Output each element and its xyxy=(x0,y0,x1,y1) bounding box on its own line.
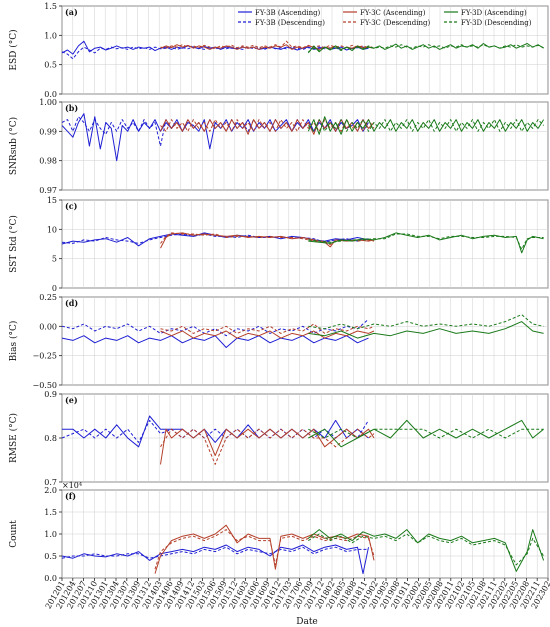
series-line-fy3b-desc xyxy=(61,233,369,244)
y-tick-label: 0.0 xyxy=(44,574,57,583)
series-line-fy3d-desc xyxy=(308,314,544,330)
y-tick-label: 1.5 xyxy=(44,2,57,11)
panel-label: (c) xyxy=(65,201,78,211)
panel-label: (d) xyxy=(65,298,78,308)
legend-label-fy3c-asc: FY-3C (Ascending) xyxy=(360,9,426,17)
y-axis-label: SNRsub (°C) xyxy=(8,117,19,175)
legend-label-fy3d-desc: FY-3D (Descending) xyxy=(461,19,532,27)
series-line-fy3d-asc xyxy=(307,43,544,54)
series-line-fy3c-desc xyxy=(160,323,375,334)
y-axis-label: Count xyxy=(9,520,19,548)
panel-b: 0.97 0.98 0.99 1.00 (b) SNRsub (°C) xyxy=(8,98,549,195)
series-line-fy3d-asc xyxy=(308,419,544,448)
series-line-fy3c-desc xyxy=(160,40,375,49)
y-tick-label: 0.5 xyxy=(44,552,57,561)
series-line-fy3b-desc xyxy=(61,46,369,60)
scale-label: ×10⁴ xyxy=(62,481,82,490)
legend-label-fy3c-desc: FY-3C (Descending) xyxy=(360,19,430,27)
y-tick-label: 0.9 xyxy=(44,390,57,399)
y-tick-label: −0.25 xyxy=(32,352,57,361)
panel-label: (f) xyxy=(65,491,76,501)
y-tick-label: 0.99 xyxy=(39,127,57,136)
series-line-fy3d-desc xyxy=(307,119,544,132)
legend-label-fy3b-asc: FY-3B (Ascending) xyxy=(255,9,321,17)
panel-frame xyxy=(61,199,549,289)
y-tick-label: 0.00 xyxy=(39,322,57,331)
legend: FY-3B (Ascending) FY-3C (Ascending) FY-3D … xyxy=(238,9,532,27)
y-tick-label: 0.98 xyxy=(39,157,57,166)
panels: 0.00.51.01.5(a)ESD (°C)0.970.980.991.00(… xyxy=(8,2,550,610)
y-tick-label: 5 xyxy=(52,255,57,264)
panel-c: 0 5 10 15 (c) SST Std (°C) xyxy=(8,196,549,293)
series-line-fy3d-desc xyxy=(308,428,544,439)
y-tick-label: 0.5 xyxy=(44,61,57,70)
series-line-fy3c-desc xyxy=(160,428,375,465)
legend-label-fy3d-asc: FY-3D (Ascending) xyxy=(461,9,527,17)
y-axis-label: SST Std (°C) xyxy=(8,215,19,273)
panel-label: (a) xyxy=(65,7,78,17)
series-line-fy3c-asc xyxy=(160,119,375,135)
series-line-fy3d-desc xyxy=(308,44,544,53)
y-tick-label: 0.7 xyxy=(44,478,57,487)
y-tick-label: 1.0 xyxy=(44,31,57,40)
y-tick-label: 1.5 xyxy=(44,508,57,517)
panel-f: 0.0 0.5 1.0 1.5 2.0 (f) Count ×10⁴ xyxy=(9,481,549,583)
legend-label-fy3b-desc: FY-3B (Descending) xyxy=(255,19,325,27)
y-tick-label: 0.97 xyxy=(39,186,57,195)
y-tick-label: 2.0 xyxy=(44,486,57,495)
panel-a: 0.0 0.5 1.0 1.5 (a) ESD (°C) xyxy=(8,2,549,99)
panel-label: (e) xyxy=(65,395,78,405)
y-tick-label: 1.0 xyxy=(44,530,57,539)
panel-frame xyxy=(61,296,549,386)
series-line-fy3d-asc xyxy=(307,116,545,135)
series-line-fy3c-desc xyxy=(160,119,375,132)
y-tick-label: 0 xyxy=(52,284,57,293)
y-tick-label: −0.50 xyxy=(32,381,57,390)
x-axis-label: Date xyxy=(296,617,318,627)
series-line-fy3b-desc xyxy=(61,546,369,559)
series-line-fy3b-desc xyxy=(61,318,369,337)
series-line-fy3b-asc xyxy=(61,544,369,575)
y-axis-label: ESD (°C) xyxy=(8,29,19,70)
panel-e: 0.7 0.8 0.9 (e) RMSE (°C) xyxy=(8,390,549,487)
y-axis-label: RMSE (°C) xyxy=(8,413,19,463)
series-line-fy3d-asc xyxy=(308,321,544,339)
y-tick-label: 0.8 xyxy=(44,434,57,443)
panel-label: (b) xyxy=(65,103,78,113)
series-line-fy3c-desc xyxy=(154,529,375,570)
series-line-fy3d-desc xyxy=(308,233,544,250)
y-tick-label: 15 xyxy=(47,196,57,205)
panel-d: −0.50 −0.25 0.00 0.25 (d) Bias (°C) xyxy=(8,293,549,390)
panel-frame xyxy=(61,5,549,95)
series-line-fy3c-asc xyxy=(160,330,375,339)
y-tick-label: 0.25 xyxy=(39,293,57,302)
y-tick-label: 10 xyxy=(47,225,57,234)
y-tick-label: 1.00 xyxy=(39,98,57,107)
panel-frame xyxy=(61,101,549,191)
y-axis-label: Bias (°C) xyxy=(8,321,19,362)
y-tick-label: 0.0 xyxy=(44,90,57,99)
series-line-fy3b-asc xyxy=(62,415,369,448)
series-line-fy3d-desc xyxy=(308,533,545,566)
